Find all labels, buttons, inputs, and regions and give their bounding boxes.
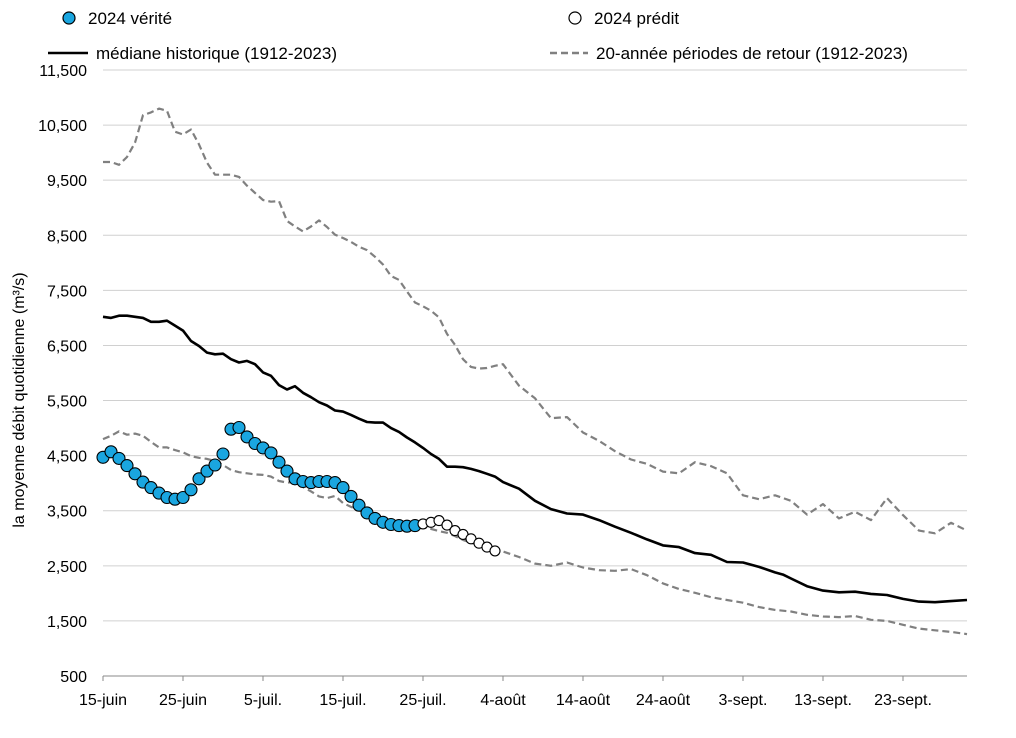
x-tick-label: 5-juil. — [244, 692, 282, 709]
predicted-point — [489, 545, 501, 557]
y-tick-label: 8,500 — [47, 228, 87, 245]
gridlines — [103, 69, 967, 622]
return-period-line — [103, 107, 968, 535]
actual-point — [344, 489, 358, 503]
y-tick-label: 3,500 — [47, 504, 87, 521]
actual-point — [272, 455, 286, 469]
x-tick-label: 14-août — [556, 692, 611, 709]
y-tick-label: 4,500 — [47, 449, 87, 466]
actual-point — [128, 467, 142, 481]
actual-point — [192, 472, 206, 486]
x-tick-label: 15-juil. — [319, 692, 366, 709]
actual-point — [216, 447, 230, 461]
y-tick-label: 11,500 — [39, 63, 87, 80]
actual-point — [176, 490, 190, 505]
actual-point — [232, 420, 246, 435]
series-layer — [102, 107, 968, 636]
median-line — [102, 314, 968, 604]
predicted-point — [441, 519, 453, 531]
return-period-line — [102, 430, 968, 636]
legend-return-period-label: 20-année périodes de retour (1912-2023) — [596, 44, 908, 63]
legend-median-label: médiane historique (1912-2023) — [96, 44, 337, 63]
x-tick-label: 25-juil. — [399, 692, 446, 709]
actual-point — [184, 483, 198, 497]
x-axis-ticks: 15-juin 25-juin 5-juil. 15-juil. 25-juil. 4-a… — [79, 676, 932, 709]
x-tick-label: 15-juin — [79, 692, 127, 709]
actual-point — [264, 446, 278, 460]
y-tick-label: 6,500 — [47, 338, 87, 355]
y-tick-label: 9,500 — [47, 173, 87, 190]
actual-point — [208, 458, 222, 472]
legend-predicted-label: 2024 prédit — [594, 9, 679, 28]
x-tick-label: 3-sept. — [719, 692, 768, 709]
legend-actual-label: 2024 vérité — [88, 9, 172, 28]
y-tick-label: 1,500 — [47, 614, 87, 631]
y-tick-label: 2,500 — [47, 559, 87, 576]
legend-predicted-marker — [568, 11, 582, 25]
y-tick-label: 500 — [60, 669, 87, 686]
y-axis-ticks: 500 1,500 2,500 3,500 4,500 5,500 6,500 7,500 8,… — [38, 63, 87, 686]
x-tick-label: 24-août — [636, 692, 691, 709]
actual-point — [120, 459, 134, 473]
markers-layer — [96, 420, 501, 557]
legend: 2024 vérité 2024 prédit médiane historiq… — [48, 9, 908, 63]
actual-point — [280, 464, 294, 478]
actual-point — [336, 481, 350, 495]
y-tick-label: 10,500 — [38, 118, 87, 135]
y-axis-title: la moyenne débit quotidienne (m³/s) — [11, 272, 28, 527]
y-tick-label: 5,500 — [47, 394, 87, 411]
x-tick-label: 13-sept. — [794, 692, 852, 709]
legend-actual-marker — [62, 11, 76, 25]
x-tick-label: 25-juin — [159, 692, 207, 709]
x-tick-label: 4-août — [480, 692, 526, 709]
x-tick-label: 23-sept. — [874, 692, 932, 709]
actual-point — [352, 498, 366, 512]
y-tick-label: 7,500 — [47, 283, 87, 300]
